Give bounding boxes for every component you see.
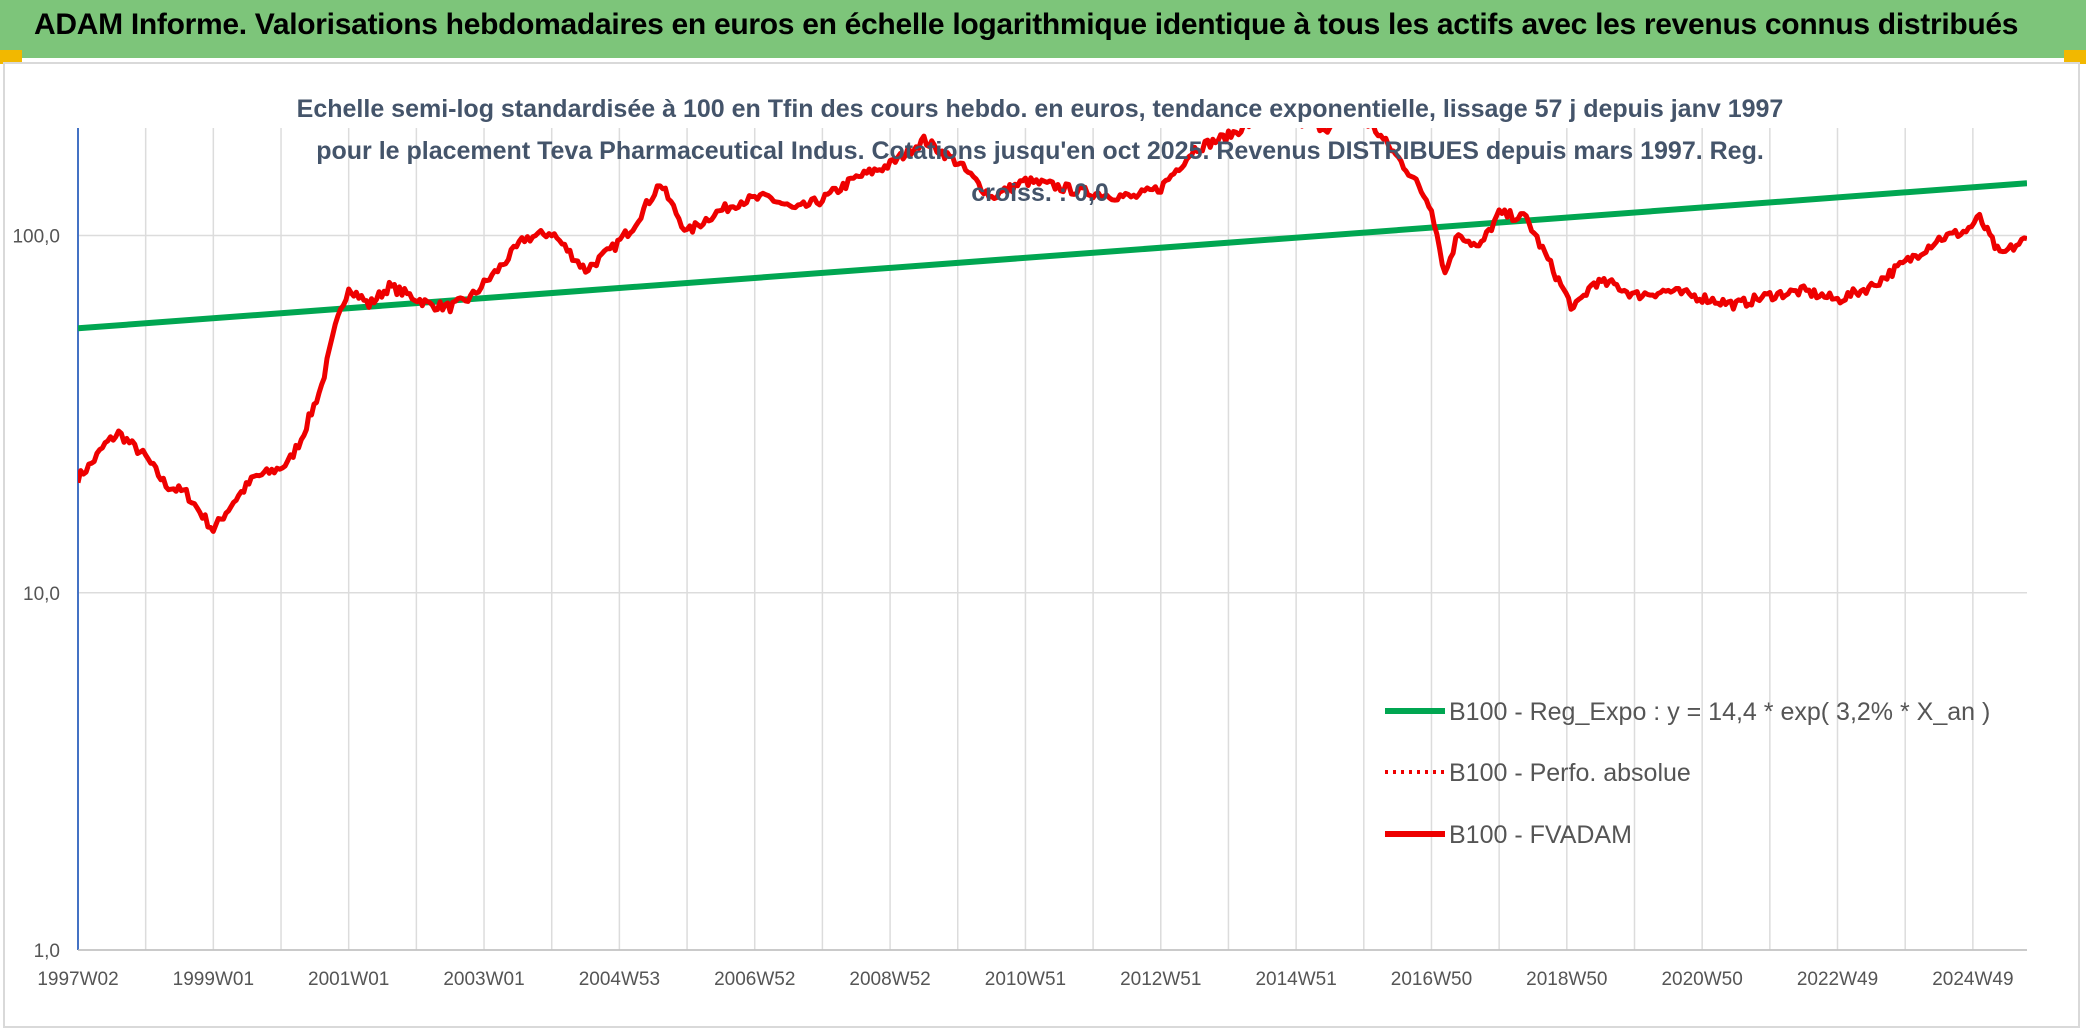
y-tick-label: 10,0 [23, 584, 60, 605]
x-tick-label: 2012W51 [1120, 969, 1201, 990]
grid-layer [77, 128, 2027, 951]
x-tick-label: 2024W49 [1932, 969, 2013, 990]
series-line-2 [78, 128, 2027, 534]
corner-accent-left [0, 50, 22, 64]
x-tick-label: 2016W50 [1391, 969, 1472, 990]
x-tick-label: 2010W51 [985, 969, 1066, 990]
x-tick-label: 2003W01 [443, 969, 524, 990]
x-tick-label: 2018W50 [1526, 969, 1607, 990]
y-tick-label: 100,0 [12, 227, 60, 248]
x-tick-label: 2020W50 [1661, 969, 1742, 990]
report-title: ADAM Informe. Valorisations hebdomadaire… [34, 8, 2019, 41]
legend: B100 - Reg_Expo : y = 14,4 * exp( 3,2% *… [1385, 698, 1990, 849]
x-tick-label: 2008W52 [849, 969, 930, 990]
x-tick-label: 2022W49 [1797, 969, 1878, 990]
x-tick-label: 2001W01 [308, 969, 389, 990]
x-tick-label: 2014W51 [1255, 969, 1336, 990]
y-tick-label: 1,0 [34, 941, 60, 962]
axis-layer: 1,0 10,0 100,0 1997W02 1999W01 2001W01 2003W01… [12, 128, 2027, 990]
x-tick-label: 1997W02 [37, 969, 118, 990]
legend-label-0: B100 - Reg_Expo : y = 14,4 * exp( 3,2% *… [1449, 698, 1990, 726]
corner-accent-right [2064, 50, 2086, 64]
report-banner: ADAM Informe. Valorisations hebdomadaire… [0, 0, 2086, 58]
legend-label-2: B100 - FVADAM [1449, 821, 1632, 849]
x-tick-label: 2006W52 [714, 969, 795, 990]
x-tick-label: 2004W53 [579, 969, 660, 990]
series-line-0 [78, 180, 2027, 332]
x-tick-label: 1999W01 [173, 969, 254, 990]
legend-label-1: B100 - Perfo. absolue [1449, 759, 1691, 787]
series-layer [78, 128, 2027, 534]
chart-title: Echelle semi-log standardisée à 100 en T… [296, 95, 1784, 207]
